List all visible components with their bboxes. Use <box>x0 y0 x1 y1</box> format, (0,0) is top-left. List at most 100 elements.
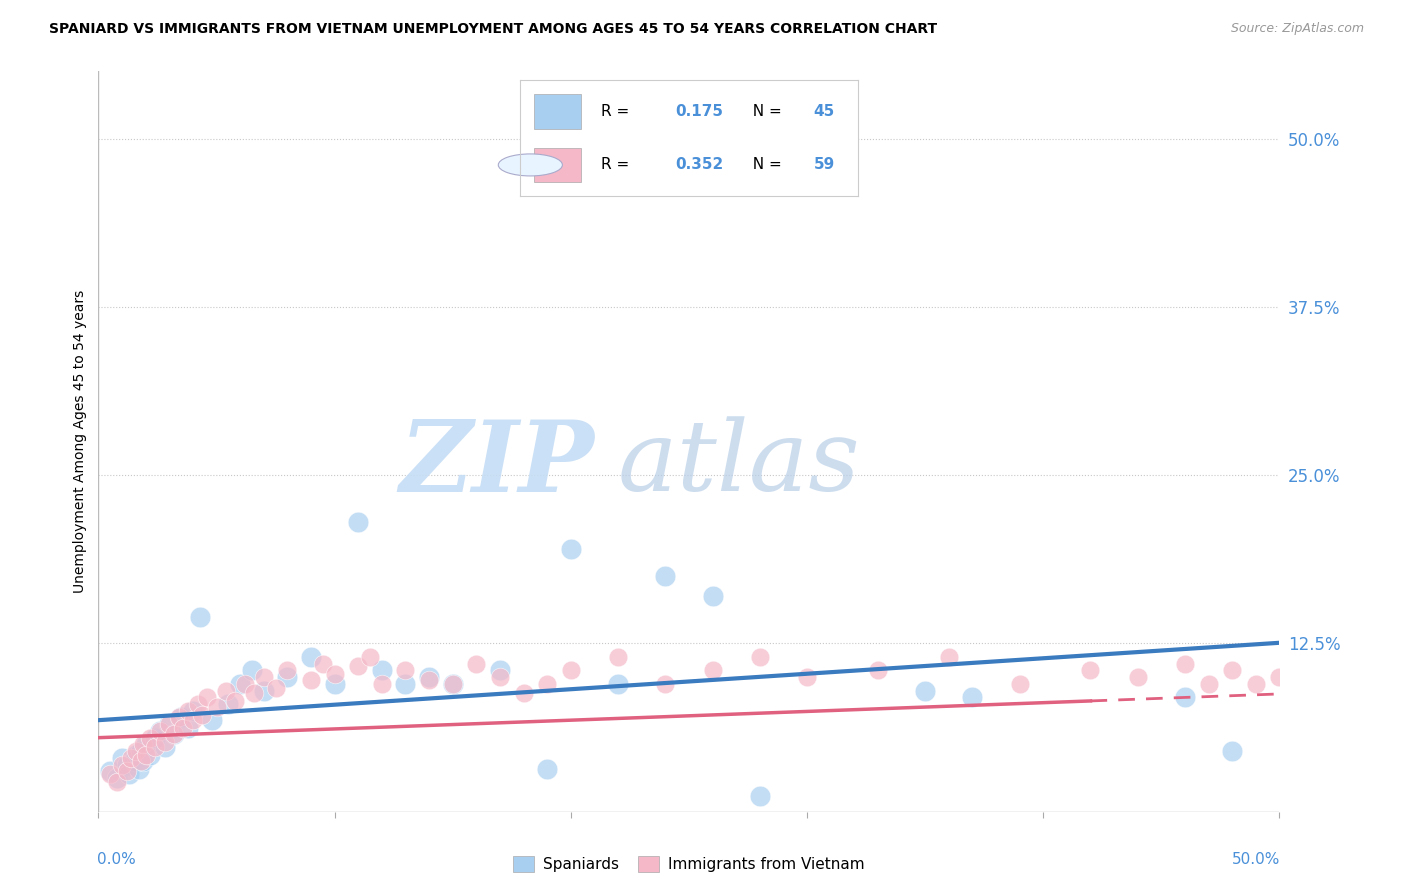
Text: R =: R = <box>602 104 634 120</box>
Point <box>748 649 770 664</box>
Point <box>441 677 464 691</box>
Point <box>1198 677 1220 691</box>
Point <box>201 713 224 727</box>
Point <box>1268 670 1291 684</box>
Point <box>98 764 121 779</box>
Point <box>1220 744 1243 758</box>
Point <box>654 569 676 583</box>
Point <box>359 649 381 664</box>
Text: 0.175: 0.175 <box>675 104 724 120</box>
Point <box>299 673 322 687</box>
Point <box>195 690 218 705</box>
Text: R =: R = <box>602 157 634 172</box>
Point <box>394 677 416 691</box>
Point <box>157 717 180 731</box>
Point <box>1080 664 1102 678</box>
Point <box>105 775 128 789</box>
Point <box>240 664 263 678</box>
Point <box>418 673 440 687</box>
Point <box>149 723 172 738</box>
Point <box>312 657 335 671</box>
Point <box>489 670 512 684</box>
Point <box>129 754 152 768</box>
Point <box>111 757 134 772</box>
Point <box>125 744 148 758</box>
Point <box>938 649 960 664</box>
Y-axis label: Unemployment Among Ages 45 to 54 years: Unemployment Among Ages 45 to 54 years <box>73 290 87 593</box>
Point <box>418 670 440 684</box>
Text: atlas: atlas <box>619 416 860 511</box>
Text: 59: 59 <box>814 157 835 172</box>
Point <box>139 731 162 745</box>
Point <box>1008 677 1031 691</box>
Text: 0.352: 0.352 <box>675 157 724 172</box>
Point <box>170 710 193 724</box>
Point <box>371 664 394 678</box>
Point <box>264 681 287 695</box>
Point <box>654 677 676 691</box>
Point <box>105 771 128 785</box>
Point <box>135 738 157 752</box>
Point <box>177 721 200 735</box>
Point <box>796 670 818 684</box>
Point <box>536 677 558 691</box>
Point <box>118 767 141 781</box>
Point <box>512 686 534 700</box>
Point <box>143 731 166 745</box>
Point <box>489 664 512 678</box>
Point <box>167 710 190 724</box>
Point <box>702 664 724 678</box>
Point <box>441 677 464 691</box>
Point <box>172 721 194 735</box>
Point <box>217 697 239 711</box>
Text: 45: 45 <box>814 104 835 120</box>
Point <box>1174 690 1197 705</box>
FancyBboxPatch shape <box>534 95 581 129</box>
Point <box>962 690 984 705</box>
Point <box>229 677 252 691</box>
Point <box>560 664 582 678</box>
Circle shape <box>498 154 562 176</box>
Point <box>188 609 211 624</box>
Point <box>181 713 204 727</box>
Point <box>253 683 276 698</box>
Point <box>560 542 582 557</box>
Point <box>866 664 889 678</box>
Point <box>157 717 180 731</box>
Point <box>276 664 298 678</box>
Point <box>98 767 121 781</box>
Point <box>163 726 186 740</box>
Point <box>1244 677 1267 691</box>
Point <box>177 704 200 718</box>
Point <box>122 754 145 768</box>
Point <box>121 751 143 765</box>
Point <box>132 738 155 752</box>
Point <box>128 762 150 776</box>
Point <box>323 677 346 691</box>
Point <box>394 664 416 678</box>
Text: Source: ZipAtlas.com: Source: ZipAtlas.com <box>1230 22 1364 36</box>
Text: 50.0%: 50.0% <box>1232 853 1281 867</box>
Point <box>536 762 558 776</box>
Point <box>143 740 166 755</box>
Point <box>233 677 256 691</box>
Point <box>465 657 488 671</box>
Point <box>181 704 204 718</box>
Text: SPANIARD VS IMMIGRANTS FROM VIETNAM UNEMPLOYMENT AMONG AGES 45 TO 54 YEARS CORRE: SPANIARD VS IMMIGRANTS FROM VIETNAM UNEM… <box>49 22 938 37</box>
Point <box>153 735 176 749</box>
Point <box>253 670 276 684</box>
Text: 0.0%: 0.0% <box>97 853 136 867</box>
Point <box>149 723 172 738</box>
Point <box>163 726 186 740</box>
Point <box>215 683 238 698</box>
Point <box>224 694 246 708</box>
Point <box>132 754 155 768</box>
Point <box>607 677 630 691</box>
Point <box>129 744 152 758</box>
Point <box>371 677 394 691</box>
Point <box>115 764 138 779</box>
Point <box>139 748 162 763</box>
Point <box>125 748 148 763</box>
Text: N =: N = <box>742 104 786 120</box>
Point <box>243 686 266 700</box>
